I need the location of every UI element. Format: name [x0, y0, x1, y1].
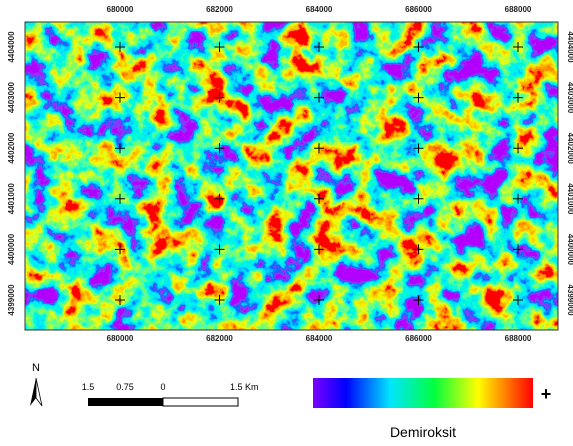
- y-coord-label: 4399000: [566, 284, 573, 316]
- y-coord-label: 4400000: [7, 233, 16, 265]
- x-coord-label: 680000: [107, 334, 134, 343]
- scale-label: 1.5 Km: [230, 382, 259, 392]
- north-label: N: [32, 362, 40, 374]
- x-coord-label: 688000: [505, 334, 532, 343]
- x-coord-label: 680000: [107, 5, 134, 14]
- scale-label: 1.5: [82, 382, 95, 392]
- x-coord-label: 682000: [206, 5, 233, 14]
- raster: [25, 22, 558, 330]
- x-coord-label: 686000: [405, 5, 432, 14]
- map-layout: N 1.5 0.75 0 1.5 Km + Demiroksit 680000 6…: [0, 0, 573, 446]
- legend: + Demiroksit: [313, 378, 551, 440]
- scale-label: 0.75: [116, 382, 134, 392]
- scale-bar: 1.5 0.75 0 1.5 Km: [82, 382, 259, 406]
- y-coord-label: 4404000: [7, 31, 16, 63]
- y-coord-label: 4404000: [566, 31, 573, 63]
- legend-title: Demiroksit: [390, 424, 456, 440]
- y-coord-label: 4401000: [7, 183, 16, 215]
- north-arrow: N: [30, 362, 42, 406]
- scale-label: 0: [160, 382, 165, 392]
- x-coord-label: 682000: [206, 334, 233, 343]
- x-coord-label: 684000: [306, 5, 333, 14]
- y-coord-label: 4402000: [566, 133, 573, 165]
- y-coord-label: 4401000: [566, 183, 573, 215]
- x-coord-label: 688000: [505, 5, 532, 14]
- x-coord-label: 684000: [306, 334, 333, 343]
- y-coord-label: 4402000: [7, 132, 16, 164]
- y-coord-label: 4403000: [7, 81, 16, 113]
- y-coord-label: 4399000: [7, 284, 16, 316]
- x-coord-label: 686000: [405, 334, 432, 343]
- y-coord-label: 4403000: [566, 82, 573, 114]
- legend-max: +: [541, 384, 552, 404]
- legend-ramp: [313, 378, 533, 408]
- y-coord-label: 4400000: [566, 234, 573, 266]
